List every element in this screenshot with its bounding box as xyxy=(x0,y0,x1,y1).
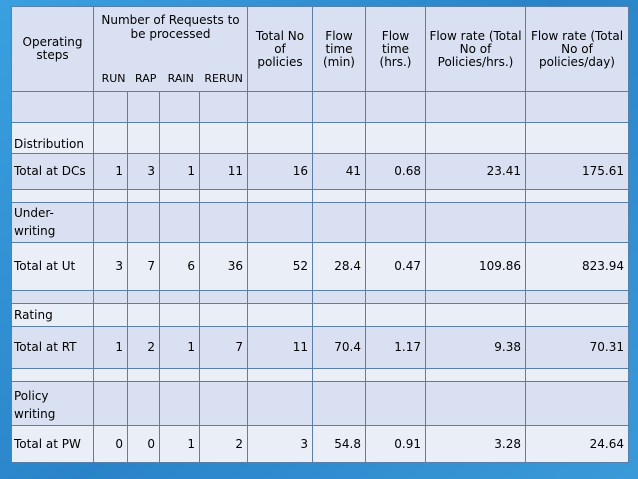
section-title-row: Rating xyxy=(11,303,629,327)
value-flow-rate-hr: 23.41 xyxy=(425,153,526,190)
value-rain: 6 xyxy=(159,242,200,291)
header-requests-label: Number of Requests to be processed xyxy=(101,13,240,41)
value-rain: 1 xyxy=(159,425,200,463)
section-title: Distribution xyxy=(11,122,94,154)
header-requests-group: Number of Requests to be processed RUN R… xyxy=(93,6,248,92)
value-rerun: 7 xyxy=(199,326,248,369)
total-row: Total at DCs 1 3 1 11 16 41 0.68 23.41 1… xyxy=(11,153,629,190)
value-rap: 7 xyxy=(127,242,160,291)
value-run: 1 xyxy=(93,326,128,369)
header-flow-rate-hr: Flow rate (Total No of Policies/hrs.) xyxy=(425,6,526,92)
value-flow-rate-day: 823.94 xyxy=(525,242,629,291)
value-total-policies: 16 xyxy=(247,153,313,190)
value-rerun: 2 xyxy=(199,425,248,463)
value-rap: 3 xyxy=(127,153,160,190)
total-label: Total at Ut xyxy=(11,242,94,291)
value-run: 3 xyxy=(93,242,128,291)
flow-rate-table: Operating steps Number of Requests to be… xyxy=(11,6,629,463)
value-flow-time-hrs: 0.68 xyxy=(365,153,426,190)
value-flow-rate-day: 70.31 xyxy=(525,326,629,369)
section-title-row: Distribution xyxy=(11,122,629,154)
value-flow-time-hrs: 0.91 xyxy=(365,425,426,463)
value-flow-rate-hr: 3.28 xyxy=(425,425,526,463)
section-title-row: Policy writing xyxy=(11,381,629,426)
value-flow-time-hrs: 1.17 xyxy=(365,326,426,369)
spacer-row xyxy=(11,189,629,203)
total-row: Total at PW 0 0 1 2 3 54.8 0.91 3.28 24.… xyxy=(11,425,629,463)
section-title: Policy writing xyxy=(11,381,94,426)
spacer-row xyxy=(11,368,629,382)
header-sub-rain: RAIN xyxy=(167,72,194,85)
value-rain: 1 xyxy=(159,326,200,369)
value-flow-time-min: 54.8 xyxy=(312,425,366,463)
header-request-subcols: RUN RAP RAIN RERUN xyxy=(95,72,247,85)
value-rain: 1 xyxy=(159,153,200,190)
header-flow-time-hrs: Flow time (hrs.) xyxy=(365,6,426,92)
value-flow-time-min: 41 xyxy=(312,153,366,190)
value-flow-rate-day: 175.61 xyxy=(525,153,629,190)
value-rap: 2 xyxy=(127,326,160,369)
value-flow-rate-hr: 9.38 xyxy=(425,326,526,369)
header-sub-rap: RAP xyxy=(135,72,157,85)
value-rerun: 11 xyxy=(199,153,248,190)
value-flow-rate-day: 24.64 xyxy=(525,425,629,463)
section-title: Rating xyxy=(11,303,94,327)
total-label: Total at DCs xyxy=(11,153,94,190)
total-row: Total at RT 1 2 1 7 11 70.4 1.17 9.38 70… xyxy=(11,326,629,369)
value-rerun: 36 xyxy=(199,242,248,291)
header-flow-rate-day: Flow rate (Total No of policies/day) xyxy=(525,6,629,92)
value-rap: 0 xyxy=(127,425,160,463)
header-row: Operating steps Number of Requests to be… xyxy=(11,6,629,92)
value-flow-time-min: 28.4 xyxy=(312,242,366,291)
spacer-row xyxy=(11,91,629,123)
spacer-row xyxy=(11,290,629,304)
total-row: Total at Ut 3 7 6 36 52 28.4 0.47 109.86… xyxy=(11,242,629,291)
header-operating-steps: Operating steps xyxy=(11,6,94,92)
value-run: 0 xyxy=(93,425,128,463)
value-flow-time-min: 70.4 xyxy=(312,326,366,369)
value-total-policies: 52 xyxy=(247,242,313,291)
header-sub-rerun: RERUN xyxy=(204,72,243,85)
value-total-policies: 3 xyxy=(247,425,313,463)
value-total-policies: 11 xyxy=(247,326,313,369)
header-sub-run: RUN xyxy=(101,72,126,85)
header-total-policies: Total No of policies xyxy=(247,6,313,92)
total-label: Total at PW xyxy=(11,425,94,463)
value-flow-rate-hr: 109.86 xyxy=(425,242,526,291)
total-label: Total at RT xyxy=(11,326,94,369)
value-run: 1 xyxy=(93,153,128,190)
value-flow-time-hrs: 0.47 xyxy=(365,242,426,291)
section-title: Under-writing xyxy=(11,202,94,243)
section-title-row: Under-writing xyxy=(11,202,629,243)
header-flow-time-min: Flow time (min) xyxy=(312,6,366,92)
